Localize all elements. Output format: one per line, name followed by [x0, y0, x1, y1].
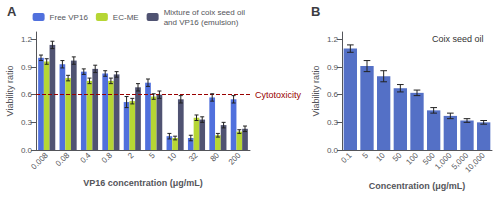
svg-text:0.1: 0.1	[339, 150, 354, 165]
svg-text:Free VP16: Free VP16	[50, 13, 89, 22]
svg-text:32: 32	[187, 150, 200, 163]
svg-text:10: 10	[166, 150, 179, 163]
svg-text:0.8: 0.8	[100, 150, 115, 165]
svg-text:Viability ratio: Viability ratio	[5, 66, 15, 117]
svg-text:500: 500	[421, 150, 437, 167]
svg-text:B: B	[311, 4, 320, 19]
svg-text:0.3: 0.3	[327, 118, 339, 127]
svg-text:2: 2	[126, 150, 136, 160]
svg-text:50: 50	[391, 150, 404, 163]
svg-text:0.008: 0.008	[29, 150, 50, 171]
svg-text:0.0: 0.0	[21, 146, 33, 155]
svg-text:80: 80	[208, 150, 221, 163]
svg-text:10,000: 10,000	[463, 150, 487, 174]
svg-text:0.08: 0.08	[54, 150, 72, 168]
svg-text:5,000: 5,000	[449, 150, 471, 172]
svg-text:1.2: 1.2	[21, 35, 33, 44]
svg-text:Coix seed oil: Coix seed oil	[432, 34, 484, 44]
svg-text:0.9: 0.9	[327, 63, 339, 72]
svg-text:0.3: 0.3	[21, 118, 33, 127]
svg-text:EC-ME: EC-ME	[113, 13, 139, 22]
svg-text:0.4: 0.4	[78, 150, 93, 165]
svg-text:1.2: 1.2	[327, 35, 339, 44]
svg-text:0.6: 0.6	[21, 90, 33, 99]
svg-text:Cytotoxicity: Cytotoxicity	[255, 90, 302, 100]
svg-text:Mixture of coix seed oil: Mixture of coix seed oil	[164, 8, 246, 17]
svg-text:and VP16 (emulsion): and VP16 (emulsion)	[164, 18, 239, 27]
svg-text:5: 5	[147, 150, 157, 160]
svg-text:VP16 concentration (μg/mL): VP16 concentration (μg/mL)	[83, 178, 203, 188]
svg-text:10: 10	[374, 150, 387, 163]
svg-text:100: 100	[404, 150, 420, 166]
svg-text:A: A	[7, 4, 17, 19]
svg-text:0.9: 0.9	[21, 63, 33, 72]
svg-text:5: 5	[361, 150, 371, 160]
svg-text:0.6: 0.6	[327, 90, 339, 99]
svg-text:1,000: 1,000	[433, 150, 454, 171]
svg-text:Viability ratio: Viability ratio	[311, 66, 321, 117]
svg-text:0.0: 0.0	[327, 146, 339, 155]
svg-text:Concentration (μg/mL): Concentration (μg/mL)	[369, 181, 466, 191]
svg-text:200: 200	[227, 150, 243, 166]
